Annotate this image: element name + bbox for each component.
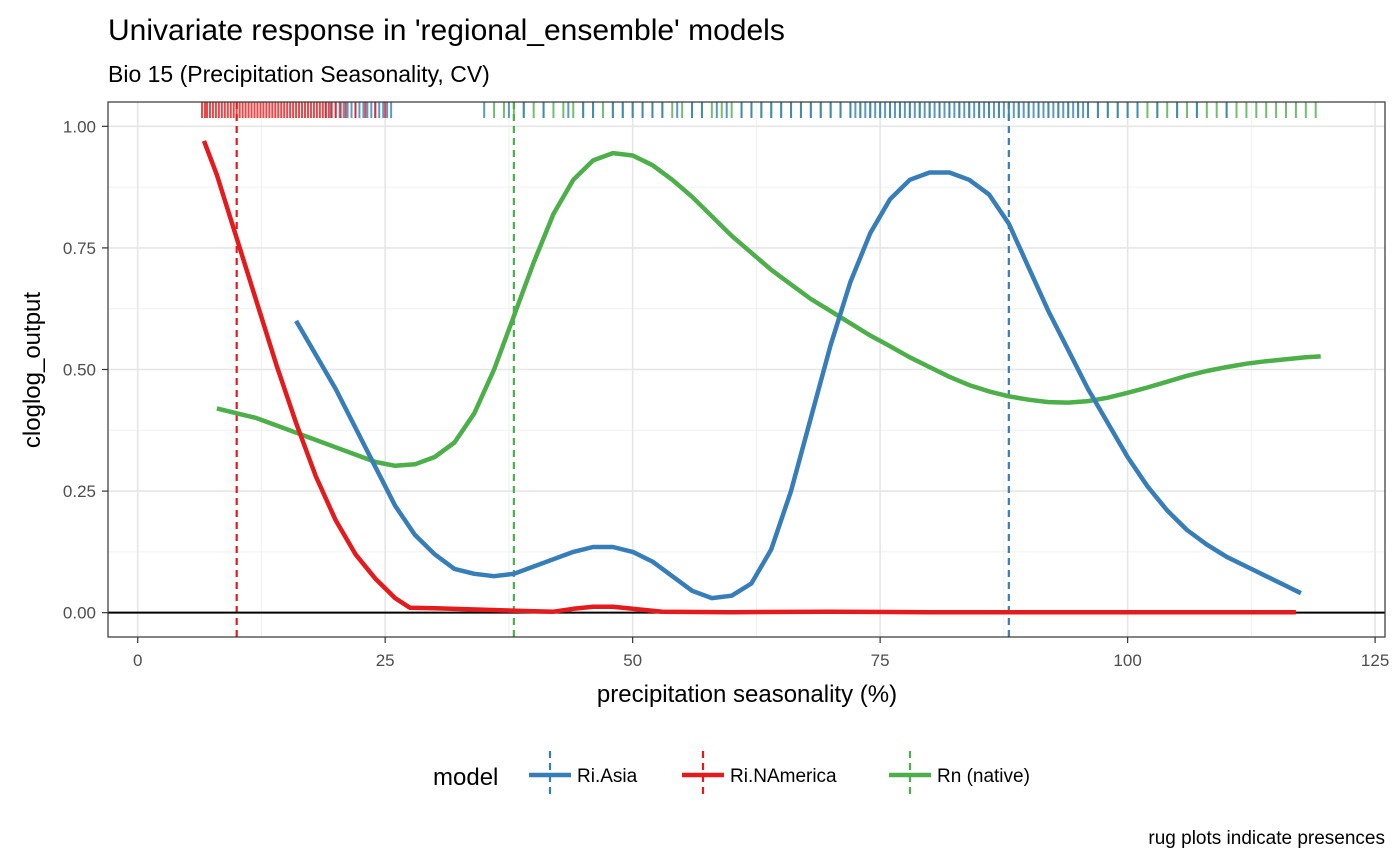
legend: model Ri.Asia Ri.NAmerica Rn (native) bbox=[433, 751, 1030, 799]
series-line bbox=[294, 170, 1302, 601]
legend-label: Rn (native) bbox=[937, 766, 1030, 787]
y-tick-label: 0.75 bbox=[63, 239, 96, 258]
x-tick-label: 25 bbox=[376, 651, 395, 670]
y-axis-title: cloglog_output bbox=[19, 292, 46, 448]
x-tick-label: 0 bbox=[133, 651, 142, 670]
y-tick-label: 0.50 bbox=[63, 361, 96, 380]
y-tick-label: 0.00 bbox=[63, 604, 96, 623]
legend-items: Ri.Asia Ri.NAmerica Rn (native) bbox=[529, 751, 1030, 799]
x-axis: 0 25 50 75 100 125 bbox=[133, 637, 1389, 670]
legend-item: Ri.Asia bbox=[529, 751, 638, 799]
x-tick-label: 125 bbox=[1361, 651, 1389, 670]
series-line bbox=[201, 140, 1296, 615]
legend-label: Ri.NAmerica bbox=[730, 766, 837, 787]
x-tick-label: 100 bbox=[1113, 651, 1141, 670]
legend-title: model bbox=[433, 764, 498, 791]
grid-lines bbox=[108, 102, 1385, 637]
chart-subtitle: Bio 15 (Precipitation Seasonality, CV) bbox=[108, 61, 490, 87]
rug-plots bbox=[201, 102, 1317, 118]
series-line bbox=[216, 150, 1321, 469]
x-axis-title: precipitation seasonality (%) bbox=[597, 681, 897, 708]
legend-item: Rn (native) bbox=[889, 751, 1030, 799]
x-tick-label: 50 bbox=[623, 651, 642, 670]
chart-title: Univariate response in 'regional_ensembl… bbox=[108, 14, 785, 47]
series-lines bbox=[201, 140, 1321, 615]
x-tick-label: 75 bbox=[871, 651, 890, 670]
threshold-lines bbox=[235, 102, 1010, 637]
legend-item: Ri.NAmerica bbox=[682, 751, 837, 799]
legend-label: Ri.Asia bbox=[577, 766, 638, 787]
y-tick-label: 0.25 bbox=[63, 482, 96, 501]
y-axis: 0.00 0.25 0.50 0.75 1.00 bbox=[63, 117, 108, 623]
y-tick-label: 1.00 bbox=[63, 117, 96, 136]
chart-caption: rug plots indicate presences bbox=[1148, 828, 1385, 849]
